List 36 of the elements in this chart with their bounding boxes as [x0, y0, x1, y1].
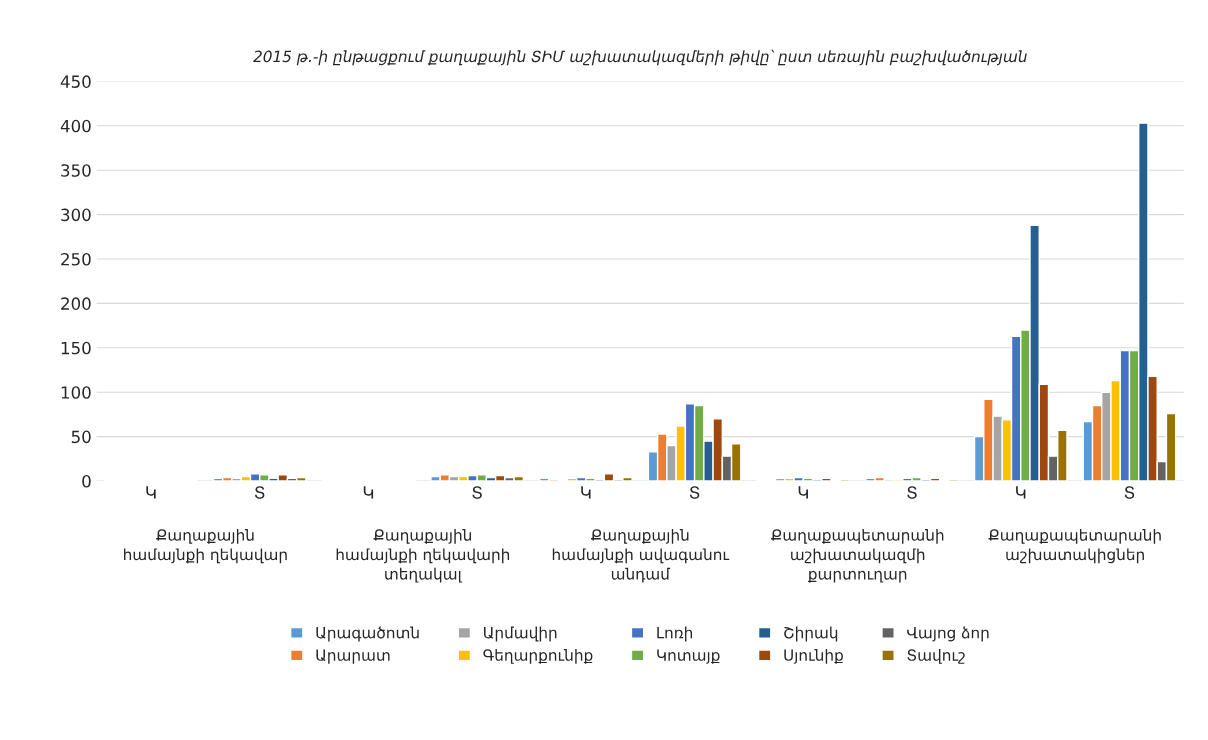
text: Քաղաքային համայնքի ավագանու անդամ [552, 528, 730, 583]
x-tick-label: Կ [798, 486, 808, 499]
y-tick-label: 150 [61, 341, 91, 355]
y-tick-label: 450 [60, 75, 91, 88]
legend-label: Արագածոտն [316, 626, 419, 642]
legend-label: Շիրակ [784, 626, 838, 642]
legend-label: Արմավիր [484, 626, 557, 642]
y-tick-label: 100 [61, 386, 91, 399]
legend-label: Լոռի [657, 626, 693, 642]
y-tick-label: 250 [61, 252, 91, 266]
x-tick-label: Կ [363, 486, 374, 499]
y-tick-label: 200 [61, 297, 91, 310]
y-tick-label: 350 [61, 164, 91, 177]
text: Քաղաքային համայնքի ղեկավարի տեղակալ [336, 528, 510, 583]
x-tick-label: Կ [1016, 486, 1026, 499]
x-tick-label: Տ [1124, 486, 1135, 499]
legend-label: Կոտայք [657, 649, 720, 664]
legend-label: Տավուշ [907, 649, 965, 664]
legend-label: Արարատ [316, 649, 390, 664]
legend-label: Վայոց ձոր [907, 626, 989, 642]
x-tick-label: Տ [689, 486, 700, 499]
legend-label: Սյունիք [784, 649, 843, 664]
y-tick-label: 400 [60, 119, 91, 133]
y-tick-label: 300 [61, 208, 91, 222]
x-tick-label: Տ [907, 486, 917, 499]
x-tick-label: Կ [146, 486, 156, 499]
x-tick-label: Կ [581, 486, 591, 499]
legend-label: Գեղարքունիք [483, 649, 593, 664]
text: Քաղաքապետարանի աշխատակիցներ [988, 528, 1161, 564]
chart-title: 2015 թ.-ի ընթացքում քաղաքային ՏԻՄ աշխատակազմերի թիվը՝ ըստ սեռային բաշխվածության [253, 49, 1027, 66]
x-tick-label: Տ [472, 486, 482, 499]
x-tick-label: Տ [255, 486, 265, 499]
y-tick-label: 50 [71, 430, 91, 444]
text: Քաղաքապետարանի աշխատակազմի քարտուղար [771, 528, 944, 583]
text: Քաղաքային համայնքի ղեկավար [124, 528, 287, 564]
y-tick-label: 0 [82, 474, 91, 488]
